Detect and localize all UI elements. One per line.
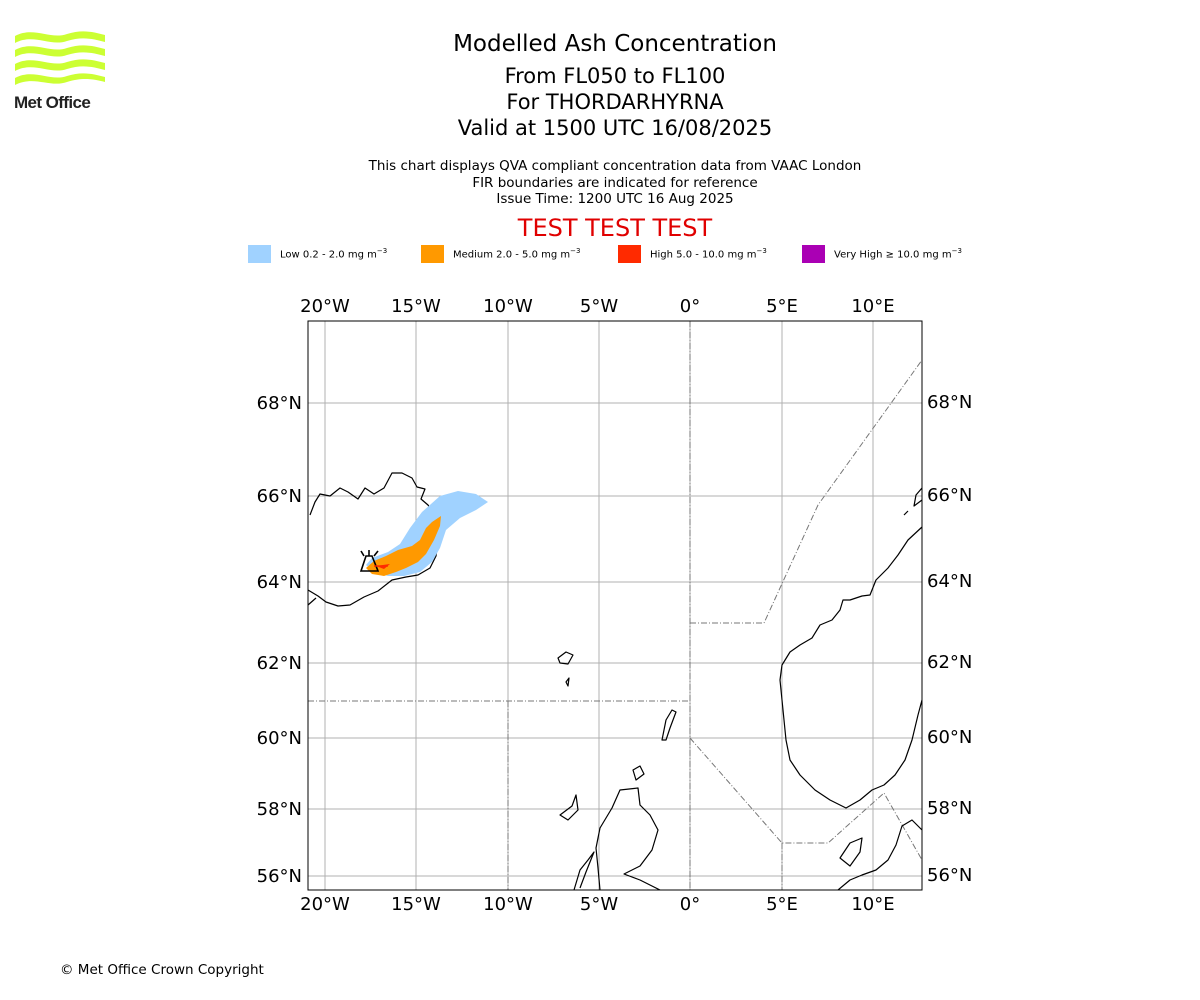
test-banner: TEST TEST TEST — [517, 214, 713, 242]
lon-label-top-20w: 20°W — [300, 296, 350, 317]
gridlines — [308, 321, 922, 890]
legend-item-high: High 5.0 - 10.0 mg m−3 — [618, 244, 767, 264]
lon-label-bottom-0: 0° — [680, 894, 700, 915]
axis-labels: 20°W 15°W 10°W 5°W 0° 5°E 10°E 20°W 15°W… — [257, 296, 973, 915]
lat-label-left-64n: 64°N — [257, 572, 302, 593]
lat-label-left-62n: 62°N — [257, 653, 302, 674]
volcano-marker — [359, 550, 388, 572]
fir-note: FIR boundaries are indicated for referen… — [472, 175, 758, 191]
legend-label-high: High 5.0 - 10.0 mg m — [650, 249, 757, 261]
lon-label-top-5e: 5°E — [766, 296, 798, 317]
legend-swatch-low — [248, 245, 271, 263]
lon-label-bottom-5w: 5°W — [580, 894, 618, 915]
ash-medium-concentration — [366, 516, 441, 576]
lon-label-top-10e: 10°E — [851, 296, 894, 317]
legend-item-low: Low 0.2 - 2.0 mg m−3 — [248, 244, 387, 264]
legend: Low 0.2 - 2.0 mg m−3 Medium 2.0 - 5.0 mg… — [0, 244, 1200, 266]
volcano-name: For THORDARHYRNA — [506, 90, 724, 114]
legend-label-very-high: Very High ≥ 10.0 mg m — [834, 249, 952, 261]
lat-label-right-60n: 60°N — [927, 727, 972, 748]
logo-text: Met Office — [14, 93, 90, 112]
lon-label-bottom-20w: 20°W — [300, 894, 350, 915]
valid-time: Valid at 1500 UTC 16/08/2025 — [457, 116, 773, 140]
legend-label-medium: Medium 2.0 - 5.0 mg m — [453, 249, 571, 261]
lon-label-top-5w: 5°W — [580, 296, 618, 317]
legend-swatch-very-high — [802, 245, 825, 263]
lat-label-right-66n: 66°N — [927, 485, 972, 506]
legend-swatch-high — [618, 245, 641, 263]
lat-label-right-56n: 56°N — [927, 865, 972, 886]
lon-label-bottom-15w: 15°W — [391, 894, 441, 915]
legend-label-low: Low 0.2 - 2.0 mg m — [280, 249, 377, 261]
copyright-notice: © Met Office Crown Copyright — [60, 962, 264, 978]
legend-item-very-high: Very High ≥ 10.0 mg m−3 — [802, 244, 962, 264]
lon-label-bottom-10e: 10°E — [851, 894, 894, 915]
fir-boundaries — [308, 321, 923, 890]
flight-level-range: From FL050 to FL100 — [504, 64, 726, 88]
lon-label-top-15w: 15°W — [391, 296, 441, 317]
lon-label-bottom-5e: 5°E — [766, 894, 798, 915]
lon-label-top-0: 0° — [680, 296, 700, 317]
lon-label-bottom-10w: 10°W — [483, 894, 533, 915]
lat-label-right-68n: 68°N — [927, 392, 972, 413]
lat-label-right-64n: 64°N — [927, 571, 972, 592]
lat-label-right-62n: 62°N — [927, 652, 972, 673]
chart-description: This chart displays QVA compliant concen… — [368, 158, 862, 174]
lat-label-right-58n: 58°N — [927, 798, 972, 819]
chart-title: Modelled Ash Concentration — [453, 31, 777, 57]
lat-label-left-68n: 68°N — [257, 393, 302, 414]
lat-label-left-58n: 58°N — [257, 799, 302, 820]
lat-label-left-60n: 60°N — [257, 728, 302, 749]
coastlines — [307, 472, 923, 891]
map-frame — [307, 320, 923, 891]
legend-swatch-medium — [421, 245, 444, 263]
lat-label-left-56n: 56°N — [257, 866, 302, 887]
legend-item-medium: Medium 2.0 - 5.0 mg m−3 — [421, 244, 580, 264]
lon-label-top-10w: 10°W — [483, 296, 533, 317]
issue-time: Issue Time: 1200 UTC 16 Aug 2025 — [496, 191, 734, 207]
met-office-logo: Met Office — [14, 31, 105, 112]
lat-label-left-66n: 66°N — [257, 486, 302, 507]
